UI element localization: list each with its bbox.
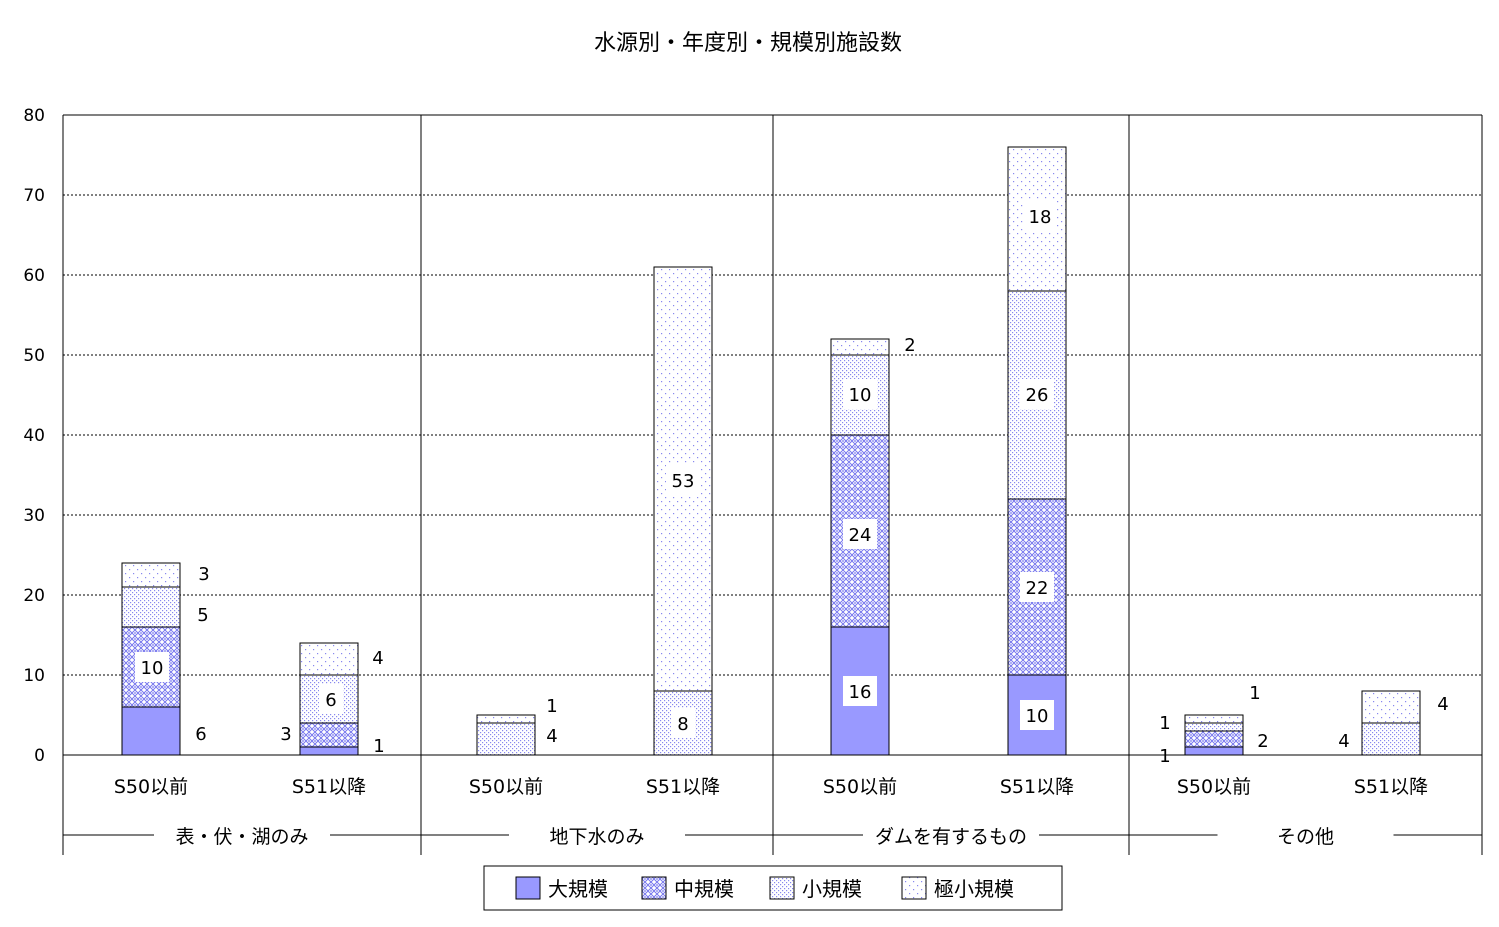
x-category-label-4: S50以前 — [823, 776, 897, 798]
bar-tiny-7 — [1361, 690, 1421, 724]
x-category-label-3: S51以降 — [646, 776, 720, 798]
legend-swatch-large — [515, 876, 541, 900]
y-tick-label-0: 0 — [34, 746, 45, 766]
bar-medium-6 — [1184, 730, 1244, 748]
data-label-large-6: 1 — [1159, 746, 1170, 767]
legend-label-small: 小規模 — [802, 877, 862, 901]
bar-large-0 — [121, 706, 181, 756]
x-group-label-1: 地下水のみ — [549, 826, 644, 848]
y-tick-label-80: 80 — [23, 106, 45, 126]
data-label-small-0: 5 — [197, 605, 208, 626]
data-label-large-0: 6 — [195, 724, 206, 745]
bar-small-6 — [1184, 722, 1244, 732]
bar-small-7 — [1361, 722, 1421, 756]
data-label-large-1: 1 — [373, 736, 384, 757]
data-label-medium-4: 24 — [849, 525, 872, 546]
y-tick-label-40: 40 — [23, 426, 45, 446]
bar-tiny-1 — [299, 642, 359, 676]
x-category-label-5: S51以降 — [1000, 776, 1074, 798]
data-label-small-4-bg — [843, 379, 877, 409]
y-tick-label-70: 70 — [23, 186, 45, 206]
data-label-small-5-bg — [1020, 379, 1054, 409]
x-category-label-0: S50以前 — [114, 776, 188, 798]
legend-label-medium: 中規模 — [674, 877, 734, 901]
data-label-tiny-4: 2 — [904, 335, 915, 356]
x-group-label-3: その他 — [1277, 826, 1334, 848]
data-label-tiny-5-bg — [1023, 201, 1057, 231]
data-label-small-3: 8 — [677, 714, 688, 735]
data-label-tiny-2: 1 — [546, 696, 557, 717]
bar-small-0 — [121, 586, 181, 628]
bar-tiny-6 — [1184, 714, 1244, 724]
data-label-medium-0-bg — [135, 652, 169, 682]
data-label-tiny-3: 53 — [672, 471, 695, 492]
legend-label-large: 大規模 — [548, 877, 608, 901]
bar-tiny-2 — [476, 714, 536, 724]
data-label-small-7: 4 — [1338, 731, 1349, 752]
data-label-tiny-7: 4 — [1437, 694, 1448, 715]
data-label-medium-5-bg — [1020, 572, 1054, 602]
legend-swatch-medium — [641, 876, 667, 900]
y-tick-label-50: 50 — [23, 346, 45, 366]
bar-tiny-4 — [830, 338, 890, 356]
x-category-label-7: S51以降 — [1354, 776, 1428, 798]
data-label-tiny-0: 3 — [198, 564, 209, 585]
data-label-tiny-1: 4 — [372, 648, 383, 669]
data-label-small-5: 26 — [1026, 385, 1049, 406]
data-label-small-4: 10 — [849, 385, 872, 406]
legend-swatch-tiny — [901, 876, 927, 900]
x-category-label-2: S50以前 — [469, 776, 543, 798]
bar-tiny-0 — [121, 562, 181, 588]
data-label-small-2: 4 — [546, 726, 557, 747]
y-tick-label-20: 20 — [23, 586, 45, 606]
x-category-label-1: S51以降 — [292, 776, 366, 798]
data-label-tiny-6: 1 — [1249, 683, 1260, 704]
legend: 大規模 中規模 小規模 極小規模 — [483, 865, 1063, 911]
bar-large-1 — [299, 746, 359, 756]
y-tick-label-30: 30 — [23, 506, 45, 526]
data-label-medium-5: 22 — [1026, 578, 1049, 599]
data-label-large-5: 10 — [1026, 706, 1049, 727]
y-tick-label-10: 10 — [23, 666, 45, 686]
bar-small-2 — [476, 722, 536, 756]
data-label-tiny-3-bg — [666, 465, 700, 495]
data-label-medium-6: 2 — [1257, 731, 1268, 752]
data-label-small-1: 6 — [325, 690, 336, 711]
data-label-medium-4-bg — [843, 519, 877, 549]
bar-medium-1 — [299, 722, 359, 748]
data-label-large-4: 16 — [849, 682, 872, 703]
x-group-label-2: ダムを有するもの — [875, 826, 1027, 848]
x-group-label-0: 表・伏・湖のみ — [175, 826, 308, 848]
plot-area: 0102030405060708061053136441853162410210… — [23, 106, 1483, 855]
bar-large-6 — [1184, 746, 1244, 756]
data-label-medium-0: 10 — [141, 658, 164, 679]
x-category-label-6: S50以前 — [1177, 776, 1251, 798]
data-label-large-5-bg — [1020, 700, 1054, 730]
chart-title: 水源別・年度別・規模別施設数 — [594, 31, 902, 56]
data-label-small-6: 1 — [1159, 713, 1170, 734]
y-tick-label-60: 60 — [23, 266, 45, 286]
legend-swatch-small — [769, 876, 795, 900]
legend-label-tiny: 極小規模 — [934, 877, 1014, 901]
data-label-large-4-bg — [843, 676, 877, 706]
data-label-tiny-5: 18 — [1029, 207, 1052, 228]
data-label-medium-1: 3 — [280, 724, 291, 745]
data-label-small-3-bg — [671, 708, 695, 738]
data-label-small-1-bg — [319, 684, 343, 714]
